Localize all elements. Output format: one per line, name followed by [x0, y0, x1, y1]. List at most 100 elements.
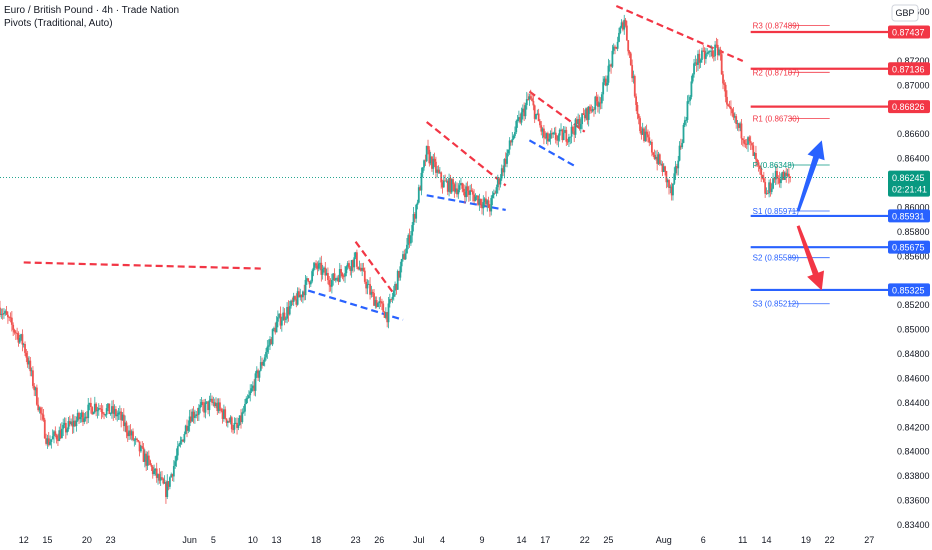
candle-body — [776, 171, 778, 178]
candle-body — [649, 141, 652, 143]
candle-body — [192, 411, 195, 418]
time-axis[interactable]: 12 15 20 23 Jun 5 10 13 18 23 26 Jul 4 9 14 17 22 25 Aug 6 1… — [19, 535, 875, 545]
candle-body — [251, 385, 254, 389]
candle-body — [695, 62, 698, 65]
candle-body — [499, 178, 502, 185]
time-tick-label: 17 — [540, 535, 550, 545]
dashed-trendline — [426, 121, 507, 187]
candle-body — [444, 180, 447, 182]
candle-body — [275, 321, 278, 333]
candle-body — [400, 259, 403, 267]
candle-body — [67, 421, 70, 430]
key-level-tag — [888, 62, 930, 76]
candle-body — [242, 411, 245, 413]
candle-body — [739, 123, 742, 128]
candle-body — [500, 168, 503, 179]
candle-body — [769, 182, 772, 192]
candle-body — [711, 50, 714, 57]
candle-body — [386, 312, 389, 323]
candle-body — [761, 175, 764, 179]
candle-body — [585, 108, 587, 119]
candle-body — [758, 165, 761, 169]
candle-body — [536, 113, 539, 115]
candle-body — [125, 422, 128, 433]
candle-body — [543, 128, 545, 138]
candle-body — [537, 113, 540, 122]
candle-body — [207, 401, 209, 411]
candle-body — [424, 160, 427, 162]
candle-body — [133, 439, 136, 441]
time-tick-label: 12 — [19, 535, 29, 545]
candle-body — [411, 225, 414, 236]
candle-body — [284, 318, 287, 320]
candle-body — [249, 391, 252, 396]
candle-body — [690, 81, 693, 97]
candle-body — [196, 414, 199, 416]
candle-body — [727, 104, 730, 107]
candle-body — [84, 416, 87, 419]
candle-body — [628, 51, 631, 54]
candle-body — [471, 191, 474, 195]
candle-body — [38, 407, 41, 411]
currency-button[interactable]: GBP — [891, 4, 919, 22]
candle-body — [304, 279, 307, 296]
candle-body — [34, 387, 37, 391]
candle-body — [512, 135, 515, 140]
candle-body — [183, 434, 186, 442]
bearish-arrow — [796, 225, 825, 291]
price-tick-label: 0.86400 — [897, 154, 930, 164]
candle-body — [566, 141, 569, 143]
price-axis[interactable]: 0.876000.872000.870000.866000.864000.860… — [897, 7, 930, 530]
candle-body — [398, 271, 400, 278]
candle-body — [296, 291, 299, 305]
candle-body — [590, 110, 593, 112]
candle-body — [669, 186, 672, 188]
candle-body — [778, 178, 781, 184]
dashed-trendline — [354, 241, 396, 297]
candle-body — [724, 84, 727, 97]
candle-body — [706, 52, 709, 54]
price-tick-label: 0.86000 — [897, 202, 930, 212]
candle-body — [583, 114, 586, 119]
candle-body — [107, 403, 109, 409]
candle-body — [406, 244, 408, 254]
candle-body — [586, 108, 589, 120]
candle-body — [782, 172, 785, 180]
candle-body — [283, 312, 286, 320]
candle-body — [246, 398, 249, 399]
candle-body — [647, 134, 649, 138]
pivot-label: R1 (0.86730) — [753, 114, 800, 123]
candle-body — [391, 296, 394, 300]
candle-body — [614, 46, 616, 48]
candle-body — [66, 429, 69, 433]
dashed-trendline — [426, 194, 506, 212]
candle-body — [384, 312, 387, 318]
chart-header: Euro / British Pound · 4h · Trade Nation… — [4, 5, 179, 29]
candle-body — [557, 135, 560, 141]
candle-body — [88, 402, 91, 405]
candle-body — [333, 273, 336, 281]
candle-body — [478, 198, 481, 205]
candle-body — [479, 198, 482, 206]
candle-body — [259, 362, 262, 371]
candle-body — [731, 109, 734, 114]
candle-body — [503, 158, 506, 173]
candle-body — [611, 50, 614, 67]
candle-body — [276, 317, 279, 322]
candle-body — [428, 149, 431, 164]
candle-body — [420, 172, 423, 191]
time-tick-label: 18 — [311, 535, 321, 545]
candle-body — [516, 119, 519, 122]
candle-body — [396, 271, 399, 290]
candle-body — [24, 344, 26, 353]
candle-body — [302, 291, 304, 298]
candle-body — [388, 299, 391, 304]
candle-body — [417, 187, 420, 203]
candle-body — [211, 398, 213, 403]
candle-body — [121, 414, 124, 421]
candle-body — [437, 169, 440, 173]
key-level-tag-label: 0.87136 — [892, 64, 925, 74]
candle-body — [507, 149, 510, 154]
candle-body — [212, 402, 215, 404]
